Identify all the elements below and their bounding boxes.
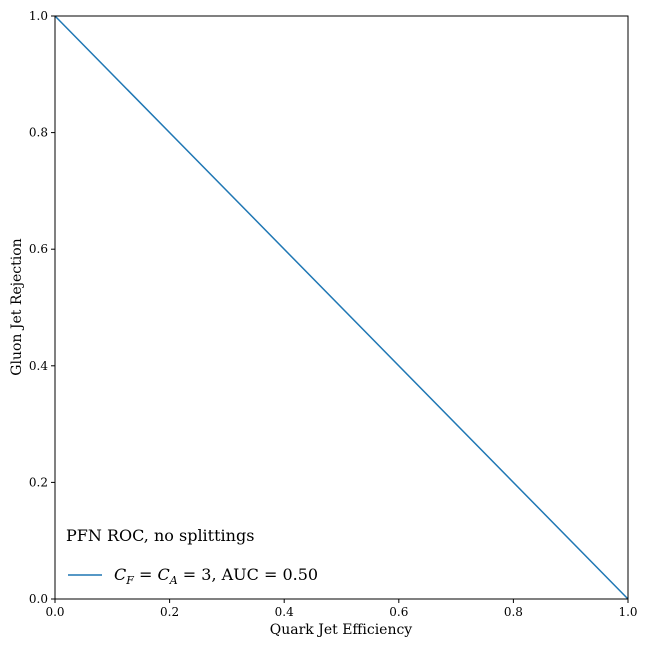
y-tick-label: 0.4 [29,359,48,373]
legend-title: PFN ROC, no splittings [66,526,254,545]
y-tick-label: 1.0 [29,9,48,23]
legend: PFN ROC, no splittings CF = CA = 3, AUC … [66,526,318,587]
y-tick-label: 0.8 [29,126,48,140]
x-axis-label: Quark Jet Efficiency [270,622,413,638]
x-axis-ticks: 0.0 0.2 0.4 0.6 0.8 1.0 [45,599,638,619]
legend-auc: , AUC = 0.50 [211,565,318,584]
x-tick-label: 0.0 [45,605,64,619]
y-axis-label: Gluon Jet Rejection [9,238,25,375]
x-tick-label: 0.2 [160,605,179,619]
series-layer [54,15,629,600]
legend-math-c-f: C [114,565,126,584]
plot-frame [54,15,629,600]
legend-math-c-a: C [157,565,169,584]
legend-sub-f: F [125,574,134,587]
legend-equals-1: = [134,565,158,584]
legend-equals-3: = 3 [178,565,212,584]
legend-series-label: CF = CA = 3, AUC = 0.50 [114,565,318,587]
y-axis-ticks: 0.0 0.2 0.4 0.6 0.8 1.0 [29,9,55,606]
legend-sub-a: A [169,574,178,587]
x-tick-label: 0.8 [504,605,523,619]
x-tick-label: 1.0 [618,605,637,619]
y-tick-label: 0.6 [29,242,48,256]
series-line-0 [54,15,629,600]
y-tick-label: 0.2 [29,475,48,489]
y-tick-label: 0.0 [29,592,48,606]
x-tick-label: 0.6 [389,605,408,619]
x-tick-label: 0.4 [275,605,294,619]
